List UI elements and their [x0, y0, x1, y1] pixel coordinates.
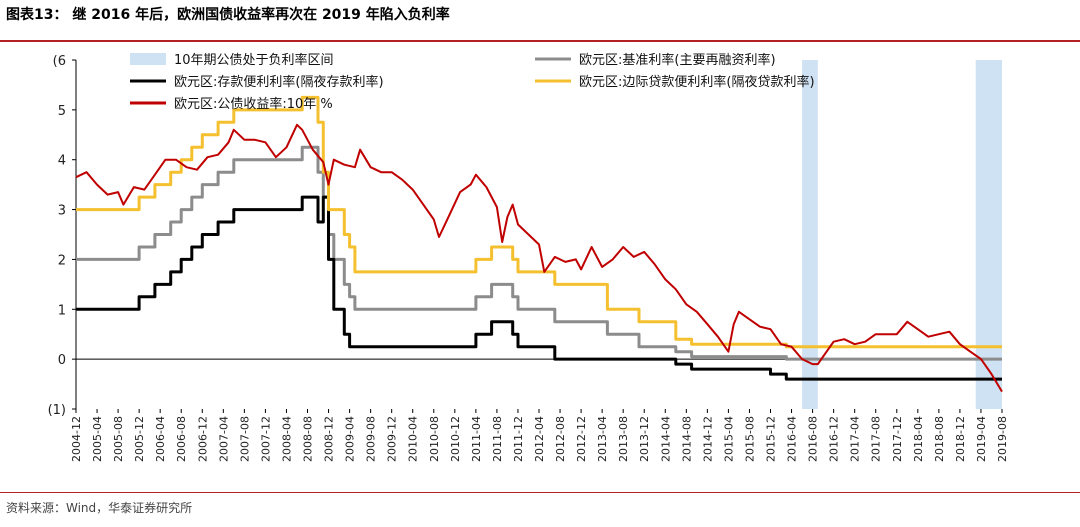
x-tick-label: 2010-12 [449, 416, 462, 462]
x-tick-label: 2016-12 [828, 416, 841, 462]
legend-label-2: 欧元区:存款便利利率(隔夜存款利率) [174, 74, 384, 90]
legend-label-4: 欧元区:公债收益率:10年 % [174, 96, 333, 112]
y-tick-label: 3 [58, 204, 66, 219]
x-axis: 2004-12 2005-04 2005-08 2005-12 2006-04 2006-… [70, 409, 1009, 462]
x-tick-label: 2006-08 [175, 416, 188, 462]
x-tick-label: 2005-04 [91, 416, 104, 462]
x-tick-label: 2008-04 [280, 416, 293, 462]
legend: 10年期公债处于负利率区间 欧元区:基准利率(主要再融资利率) 欧元区:存款便利利率… [130, 52, 815, 112]
y-tick-label: 5 [58, 104, 66, 119]
x-tick-label: 2008-08 [302, 416, 315, 462]
x-tick-label: 2012-12 [575, 416, 588, 462]
shaded-period-0 [802, 60, 818, 409]
shaded-period-1 [975, 60, 1002, 409]
x-tick-label: 2009-08 [365, 416, 378, 462]
x-tick-label: 2006-04 [154, 416, 167, 462]
x-tick-label: 2016-08 [807, 416, 820, 462]
y-tick-label: (6 [53, 54, 66, 69]
footer-rule [0, 492, 1080, 493]
legend-label-1: 欧元区:基准利率(主要再融资利率) [579, 52, 776, 68]
title-rule [0, 40, 1080, 42]
y-tick-label: 0 [58, 353, 66, 368]
y-axis: (6 5 4 3 2 1 0 (1) [48, 54, 77, 418]
x-tick-label: 2011-04 [470, 416, 483, 462]
x-tick-label: 2015-04 [722, 416, 735, 462]
x-tick-label: 2014-12 [701, 416, 714, 462]
x-tick-label: 2019-08 [996, 416, 1009, 462]
legend-swatch-0 [130, 53, 166, 65]
x-tick-label: 2017-04 [849, 416, 862, 462]
source-note: 资料来源：Wind，华泰证券研究所 [6, 501, 193, 515]
x-tick-label: 2004-12 [70, 416, 83, 462]
x-tick-label: 2013-04 [596, 416, 609, 462]
x-tick-label: 2015-12 [765, 416, 778, 462]
x-tick-label: 2012-04 [533, 416, 546, 462]
y-tick-label: (1) [48, 403, 66, 418]
series-line-1 [76, 195, 1002, 381]
x-tick-label: 2010-04 [407, 416, 420, 462]
x-tick-label: 2014-04 [659, 416, 672, 462]
page-title: 图表13： 继 2016 年后，欧洲国债收益率再次在 2019 年陷入负利率 [6, 7, 450, 23]
x-tick-label: 2018-04 [912, 416, 925, 462]
x-tick-label: 2007-08 [238, 416, 251, 462]
x-tick-label: 2005-08 [112, 416, 125, 462]
x-tick-label: 2010-08 [428, 416, 441, 462]
x-tick-label: 2018-12 [954, 416, 967, 462]
x-tick-label: 2009-12 [386, 416, 399, 462]
x-tick-label: 2018-08 [933, 416, 946, 462]
x-tick-label: 2005-12 [133, 416, 146, 462]
x-tick-label: 2013-12 [638, 416, 651, 462]
x-tick-label: 2011-08 [491, 416, 504, 462]
series-line-3 [75, 123, 1003, 393]
x-tick-label: 2007-04 [217, 416, 230, 462]
series-line-0 [76, 145, 1002, 361]
y-tick-label: 4 [58, 154, 66, 169]
y-tick-label: 1 [58, 303, 66, 318]
y-tick-label: 2 [58, 253, 66, 268]
x-tick-label: 2009-04 [344, 416, 357, 462]
x-tick-label: 2017-08 [870, 416, 883, 462]
legend-label-0: 10年期公债处于负利率区间 [174, 52, 334, 68]
legend-label-3: 欧元区:边际贷款便利利率(隔夜贷款利率) [579, 74, 815, 90]
x-tick-label: 2019-04 [975, 416, 988, 462]
x-tick-label: 2006-12 [196, 416, 209, 462]
series-lines [75, 95, 1003, 393]
negative-rate-shading [802, 60, 1002, 409]
line-chart: (6 5 4 3 2 1 0 (1) 2004-12 2005-04 2005-08 2005-12… [48, 52, 1009, 462]
x-tick-label: 2013-08 [617, 416, 630, 462]
x-tick-label: 2007-12 [259, 416, 272, 462]
x-tick-label: 2011-12 [512, 416, 525, 462]
x-tick-label: 2012-08 [554, 416, 567, 462]
series-line-2 [76, 95, 1002, 349]
x-tick-label: 2017-12 [891, 416, 904, 462]
x-tick-label: 2008-12 [323, 416, 336, 462]
x-tick-label: 2015-08 [743, 416, 756, 462]
x-tick-label: 2016-04 [786, 416, 799, 462]
x-tick-label: 2014-08 [680, 416, 693, 462]
